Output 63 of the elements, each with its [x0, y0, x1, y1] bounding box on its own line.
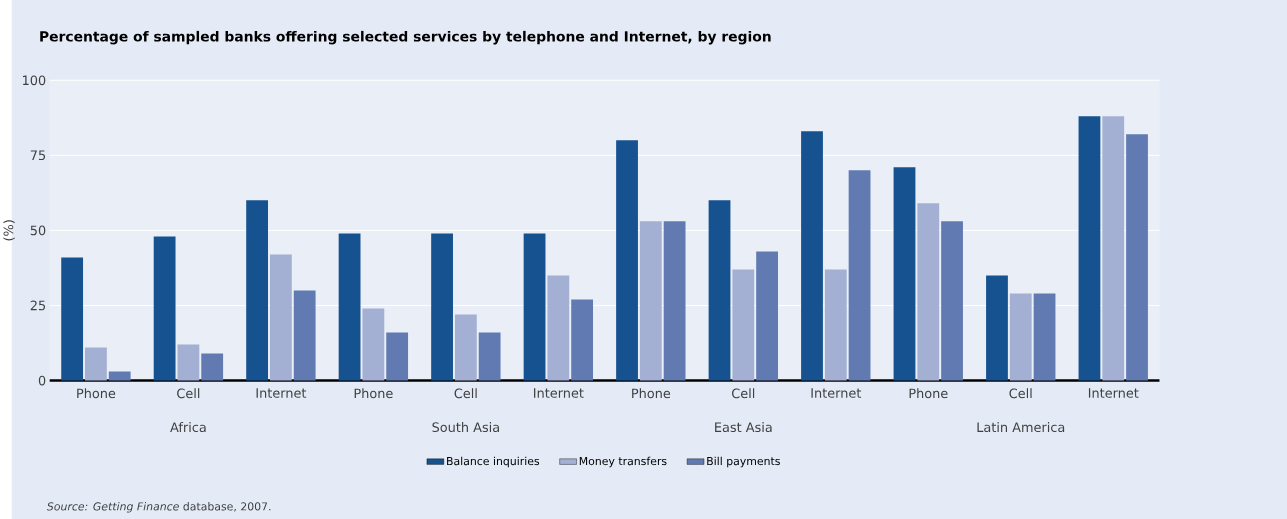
bar [386, 332, 409, 381]
x-tick-label: Cell [177, 388, 200, 399]
x-tick-label: Cell [454, 388, 477, 399]
y-tick-label: 100 [23, 75, 46, 86]
bar [454, 314, 477, 381]
x-tick-label: Phone [77, 388, 116, 399]
bar [523, 233, 546, 381]
bar [547, 275, 570, 381]
bar [893, 167, 916, 381]
x-tick-label: Internet [811, 388, 862, 398]
bar [61, 257, 84, 381]
chart-title: Percentage of sampled banks offering selected services by telephone and Internet, by region [40, 30, 771, 45]
text: South Asia [432, 421, 499, 432]
bar [153, 236, 176, 381]
bar [1033, 293, 1056, 381]
bar [201, 353, 224, 381]
bar [108, 371, 131, 381]
bar [986, 275, 1008, 381]
bar [1078, 116, 1101, 381]
y-tick-label: 75 [30, 150, 46, 160]
y-tick-label: 50 [30, 225, 46, 236]
bar [801, 131, 823, 381]
bar [616, 140, 638, 381]
x-tick-label: Phone [354, 388, 393, 399]
x-tick-label: Phone [632, 388, 671, 399]
legend-label: Bill payments [707, 456, 780, 468]
legend-label: Money transfers [579, 456, 667, 468]
bar [293, 290, 316, 381]
bar [639, 221, 662, 381]
bar [177, 344, 200, 381]
bar [1126, 134, 1148, 381]
x-tick-label: Internet [1088, 388, 1139, 398]
bar [824, 269, 847, 381]
y-tick-label: 0 [38, 375, 46, 386]
x-tick-label: Cell [732, 388, 755, 399]
text: Africa [170, 421, 206, 432]
legend-label: Balance inquiries [447, 456, 540, 468]
bar [708, 200, 731, 381]
x-tick-label: Internet [256, 388, 307, 398]
text: East Asia [715, 421, 772, 432]
bar [338, 233, 361, 381]
bar [848, 170, 871, 381]
bar [756, 251, 778, 381]
bar [478, 332, 501, 381]
bar [246, 200, 268, 381]
text: Source: Getting Finance database, 2007. [46, 501, 271, 513]
x-tick-label: Phone [909, 388, 948, 399]
bar [1102, 116, 1125, 381]
text: Latin America [977, 421, 1065, 432]
bar [362, 308, 385, 381]
bar [1009, 293, 1032, 381]
bar [663, 221, 686, 381]
bar [917, 203, 940, 381]
bar [732, 269, 755, 381]
y-axis-title: (%) [3, 220, 15, 241]
bar [571, 299, 594, 381]
bar [85, 347, 107, 381]
y-tick-label: 25 [30, 300, 46, 311]
bar [941, 221, 963, 381]
bar [269, 254, 292, 381]
x-tick-label: Cell [1009, 388, 1032, 399]
bar [431, 233, 453, 381]
x-tick-label: Internet [534, 388, 584, 398]
